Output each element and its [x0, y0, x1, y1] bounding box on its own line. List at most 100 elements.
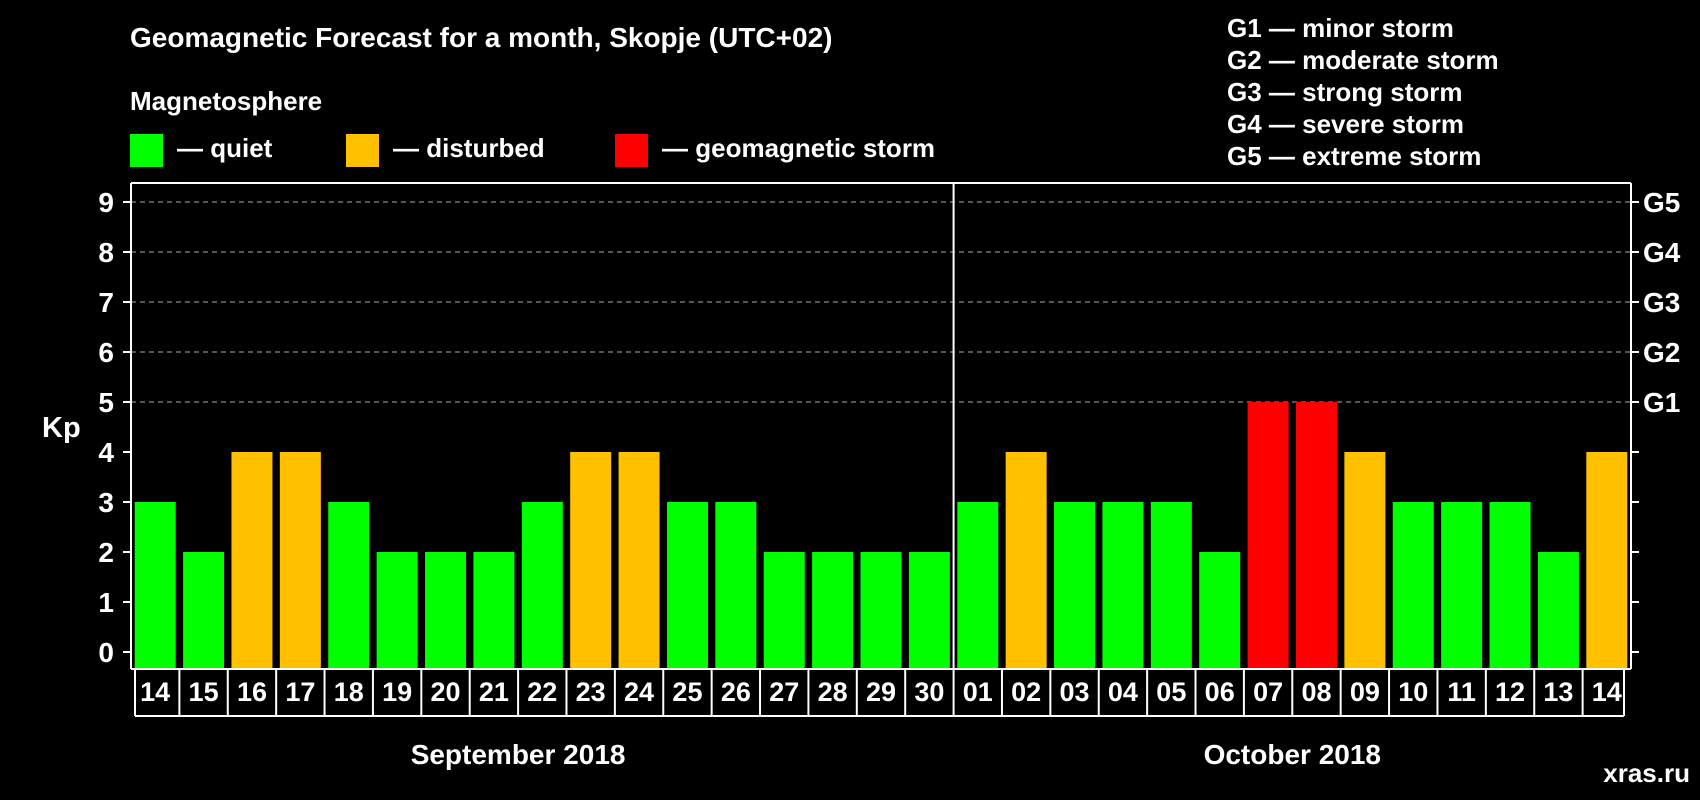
bar-05	[1150, 502, 1192, 669]
x-tick-label-08: 08	[1301, 677, 1331, 707]
x-tick-label-14: 14	[1592, 677, 1622, 707]
legend-swatch-quiet	[130, 134, 163, 167]
bar-25	[666, 502, 708, 669]
x-tick-label-15: 15	[189, 677, 219, 707]
bar-03	[1054, 502, 1096, 669]
x-tick-label-13: 13	[1543, 677, 1573, 707]
x-tick-label-07: 07	[1253, 677, 1283, 707]
x-tick-label-26: 26	[721, 677, 751, 707]
y-tick-label: 5	[98, 387, 114, 418]
bar-10	[1392, 502, 1434, 669]
y-tick-label: 4	[98, 437, 114, 468]
bar-09	[1344, 452, 1386, 669]
storm-scale-item: G2 — moderate storm	[1227, 45, 1499, 75]
legend-label-storm: — geomagnetic storm	[662, 133, 935, 163]
legend-label-disturbed: — disturbed	[393, 133, 545, 163]
x-tick-label-24: 24	[624, 677, 654, 707]
bar-13	[1537, 552, 1579, 669]
x-tick-label-01: 01	[963, 677, 993, 707]
bar-21	[473, 552, 515, 669]
y-axis-label: Kp	[42, 412, 81, 444]
x-tick-label-18: 18	[334, 677, 364, 707]
bar-30	[908, 552, 950, 669]
month-label: October 2018	[1204, 739, 1381, 770]
bar-20	[425, 552, 467, 669]
right-axis-label-G2: G2	[1643, 337, 1680, 368]
bar-26	[715, 502, 757, 669]
bar-19	[376, 552, 418, 669]
x-tick-label-05: 05	[1156, 677, 1186, 707]
x-tick-label-20: 20	[430, 677, 460, 707]
x-tick-label-04: 04	[1108, 677, 1138, 707]
bar-28	[812, 552, 854, 669]
x-tick-label-02: 02	[1011, 677, 1041, 707]
y-tick-label: 9	[98, 187, 114, 218]
x-tick-label-19: 19	[382, 677, 412, 707]
x-tick-label-30: 30	[914, 677, 944, 707]
bar-16	[231, 452, 273, 669]
bar-27	[763, 552, 805, 669]
bar-14	[134, 502, 176, 669]
bar-12	[1489, 502, 1531, 669]
storm-scale-item: G3 — strong storm	[1227, 77, 1462, 107]
bar-15	[183, 552, 225, 669]
bar-02	[1005, 452, 1047, 669]
y-tick-label: 6	[98, 337, 114, 368]
x-tick-label-29: 29	[866, 677, 896, 707]
bar-14	[1586, 452, 1628, 669]
month-labels: September 2018 October 2018	[411, 739, 1381, 770]
right-axis-label-G1: G1	[1643, 387, 1680, 418]
y-tick-label: 0	[98, 637, 114, 668]
x-tick-label-22: 22	[527, 677, 557, 707]
y-tick-label: 1	[98, 587, 114, 618]
y-tick-label: 8	[98, 237, 114, 268]
bar-01	[957, 502, 999, 669]
right-axis-label-G5: G5	[1643, 187, 1680, 218]
x-tick-label-11: 11	[1447, 677, 1476, 707]
x-tick-label-17: 17	[285, 677, 315, 707]
legend-swatch-disturbed	[346, 134, 379, 167]
bar-11	[1441, 502, 1483, 669]
x-tick-label-25: 25	[672, 677, 702, 707]
y-axis-ticks: 0 1 2 3 4 5 6 7 8 9	[98, 187, 1639, 668]
x-tick-label-27: 27	[769, 677, 799, 707]
bar-18	[328, 502, 370, 669]
y-tick-label: 3	[98, 487, 114, 518]
legend-swatch-storm	[615, 134, 648, 167]
storm-scale-item: G5 — extreme storm	[1227, 141, 1481, 171]
legend: — quiet — disturbed — geomagnetic storm	[130, 133, 935, 167]
legend-label-quiet: — quiet	[177, 133, 273, 163]
y-tick-label: 2	[98, 537, 114, 568]
x-tick-label-28: 28	[818, 677, 848, 707]
bar-07	[1247, 402, 1289, 669]
month-label: September 2018	[411, 739, 626, 770]
bar-29	[860, 552, 902, 669]
bars	[134, 402, 1628, 669]
gridlines	[131, 201, 1631, 403]
chart-title: Geomagnetic Forecast for a month, Skopje…	[130, 22, 832, 53]
bar-06	[1199, 552, 1241, 669]
bar-04	[1102, 502, 1144, 669]
right-axis-label-G3: G3	[1643, 287, 1680, 318]
storm-scale-item: G1 — minor storm	[1227, 13, 1454, 43]
right-axis-label-G4: G4	[1643, 237, 1681, 268]
bar-24	[618, 452, 660, 669]
bar-08	[1295, 402, 1337, 669]
x-tick-label-10: 10	[1398, 677, 1428, 707]
right-axis-storm-labels: G1 G2 G3 G4 G5	[1643, 187, 1681, 418]
legend-heading: Magnetosphere	[130, 86, 322, 116]
x-axis-day-labels: 14 15 16 17 18 19 20 21 22 23 24 25 26 27 28 29 30 01 02 03…	[134, 669, 1625, 717]
x-tick-label-03: 03	[1060, 677, 1090, 707]
x-tick-label-14: 14	[140, 677, 170, 707]
bar-17	[279, 452, 321, 669]
y-tick-label: 7	[98, 287, 114, 318]
x-tick-label-23: 23	[576, 677, 606, 707]
x-tick-label-16: 16	[237, 677, 267, 707]
x-tick-label-06: 06	[1205, 677, 1235, 707]
storm-scale-item: G4 — severe storm	[1227, 109, 1464, 139]
bar-22	[521, 502, 563, 669]
x-tick-label-21: 21	[479, 677, 509, 707]
bar-23	[570, 452, 612, 669]
